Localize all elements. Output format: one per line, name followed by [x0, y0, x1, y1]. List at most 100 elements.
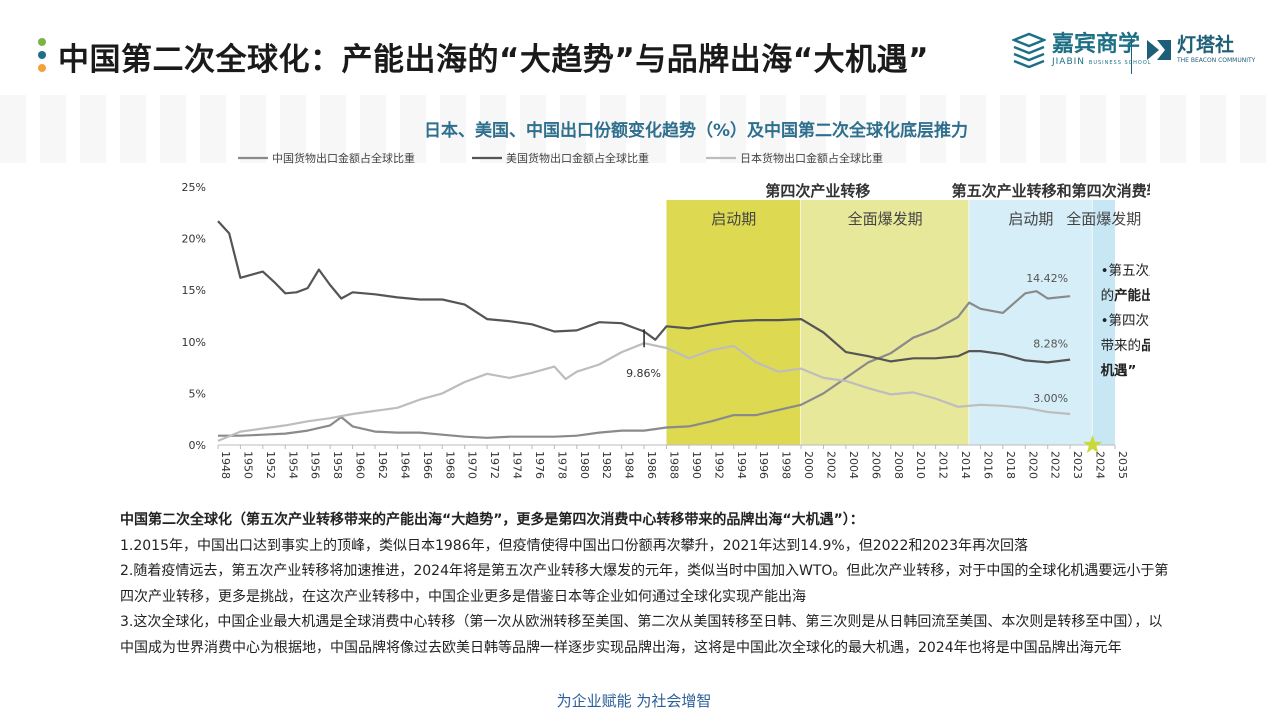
commentary-point-3a: 3.这次全球化，中国企业最大机遇是全球消费中心转移（第一次从欧洲转移至美国、第二… — [120, 614, 1163, 630]
y-tick-label: 20% — [182, 233, 206, 246]
x-tick-label: 2020 — [1026, 451, 1039, 479]
callout-line-5: 机遇” — [1101, 362, 1137, 379]
commentary-point-3b: 中国成为世界消费中心为根据地，中国品牌将像过去欧美日韩等品牌一样逐步实现品牌出海… — [120, 639, 1122, 656]
x-tick-label: 2018 — [1004, 451, 1017, 479]
x-tick-label: 2024 — [1094, 451, 1107, 479]
title-bullet-dots — [38, 38, 48, 77]
jiabin-logo-text: 嘉宾商学 — [1052, 31, 1141, 57]
beacon-logo: 灯塔社 THE BEACON COMMUNITY — [1145, 36, 1255, 64]
band-label-3: 启动期 — [1008, 210, 1053, 228]
star-icon — [1083, 435, 1103, 454]
x-tick-label: 2014 — [959, 451, 972, 479]
commentary: 中国第二次全球化（第五次产业转移带来的产能出海“大趋势”，更多是第四次消费中心转… — [120, 508, 1230, 661]
x-tick-label: 1974 — [511, 451, 524, 479]
x-tick-label: 2035 — [1116, 451, 1129, 479]
x-tick-label: 1976 — [533, 451, 546, 479]
x-tick-label: 1956 — [309, 451, 322, 479]
y-tick-label: 25% — [182, 181, 206, 194]
annotation-end-value-1: 14.42% — [1026, 272, 1068, 285]
beacon-logo-text: 灯塔社 — [1177, 34, 1235, 56]
x-tick-label: 2016 — [981, 451, 994, 479]
x-tick-label: 1968 — [443, 451, 456, 479]
band-1 — [666, 200, 802, 445]
export-share-chart: 启动期全面爆发期启动期全面爆发期第四次产业转移第五次产业转移和第四次消费转移 0… — [182, 151, 1150, 479]
series-line-3 — [217, 342, 1071, 442]
y-tick-label: 0% — [189, 439, 206, 452]
x-tick-label: 1970 — [466, 451, 479, 479]
legend-label-3: 日本货物出口金额占全球比重 — [740, 151, 883, 165]
commentary-point-2a: 2.随着疫情远去，第五次产业转移将加速推进，2024年将是第五次产业转移大爆发的… — [120, 563, 1169, 579]
callout-line-2: 的产能出海“大趋势” — [1101, 287, 1150, 304]
y-tick-label: 10% — [182, 336, 206, 349]
x-tick-label: 1972 — [488, 451, 501, 479]
y-tick-label: 5% — [189, 387, 206, 400]
page-title: 中国第二次全球化：产能出海的“大趋势”与品牌出海“大机遇” — [58, 42, 929, 78]
x-tick-label: 1966 — [421, 451, 434, 479]
jiabin-logo-icon — [1012, 32, 1046, 68]
logo-divider — [1131, 38, 1132, 74]
x-tick-label: 2008 — [892, 451, 905, 479]
band-4 — [1092, 200, 1115, 445]
x-tick-label: 1984 — [623, 451, 636, 479]
x-tick-label: 1990 — [690, 451, 703, 479]
band-group-title-2: 第五次产业转移和第四次消费转移 — [952, 182, 1150, 200]
x-tick-label: 1964 — [398, 451, 411, 479]
x-tick-label: 1982 — [600, 451, 613, 479]
footer-slogan: 为企业赋能 为社会增智 — [556, 692, 712, 710]
callout-line-4: 带来的品牌出海“大 — [1101, 337, 1150, 354]
band-2 — [801, 200, 970, 445]
annotation-end-value-2: 8.28% — [1033, 338, 1068, 351]
commentary-point-2b: 四次产业转移，更多是挑战，在这次产业转移中，中国企业更多是借鉴日本等企业如何通过… — [120, 588, 806, 605]
chart-series — [217, 220, 1071, 442]
dot-orange — [38, 64, 46, 72]
x-tick-label: 2000 — [802, 451, 815, 479]
x-tick-label: 2012 — [937, 451, 950, 479]
x-tick-label: 1958 — [331, 451, 344, 479]
jiabin-logo: 嘉宾商学 JIABIN BUSINESS SCHOOL — [1012, 32, 1152, 68]
x-tick-label: 1996 — [757, 451, 770, 479]
annotation-japan-peak: 9.86% — [626, 367, 661, 380]
x-tick-label: 1950 — [241, 451, 254, 479]
chart-legend: 中国货物出口金额占全球比重 美国货物出口金额占全球比重 日本货物出口金额占全球比重 — [238, 151, 883, 165]
commentary-point-1: 1.2015年，中国出口达到事实上的顶峰，类似日本1986年，但疫情使得中国出口… — [120, 537, 1028, 554]
band-group-title-1: 第四次产业转移 — [765, 182, 870, 200]
legend-label-2: 美国货物出口金额占全球比重 — [506, 151, 649, 165]
x-tick-label: 1948 — [219, 451, 232, 479]
x-tick-label: 1994 — [735, 451, 748, 479]
x-tick-label: 1998 — [780, 451, 793, 479]
x-tick-label: 2006 — [869, 451, 882, 479]
x-tick-label: 1992 — [712, 451, 725, 479]
beacon-logo-icon — [1147, 40, 1171, 60]
series-line-1 — [218, 290, 1071, 439]
x-tick-label: 2023 — [1071, 451, 1084, 479]
x-tick-label: 1986 — [645, 451, 658, 479]
callout-line-1: •第五次产业转移带来 — [1101, 262, 1150, 279]
x-tick-label: 1988 — [668, 451, 681, 479]
x-tick-label: 1952 — [264, 451, 277, 479]
chart-title: 日本、美国、中国出口份额变化趋势（%）及中国第二次全球化底层推力 — [423, 121, 969, 141]
x-tick-label: 1980 — [578, 451, 591, 479]
x-tick-label: 1962 — [376, 451, 389, 479]
jiabin-logo-sub: BUSINESS SCHOOL — [1088, 59, 1152, 66]
y-tick-label: 15% — [182, 284, 206, 297]
x-tick-label: 2010 — [914, 451, 927, 479]
period-bands: 启动期全面爆发期启动期全面爆发期第四次产业转移第五次产业转移和第四次消费转移 — [666, 182, 1150, 445]
watermark-band — [0, 95, 1280, 163]
chart-labels: •第五次产业转移带来的产能出海“大趋势” •第四次消费中心转移带来的品牌出海“大机… — [626, 262, 1150, 454]
dot-blue — [38, 51, 46, 59]
series-line-2 — [217, 220, 1071, 364]
beacon-logo-en: THE BEACON COMMUNITY — [1177, 57, 1256, 64]
x-tick-label: 1978 — [555, 451, 568, 479]
commentary-heading: 中国第二次全球化（第五次产业转移带来的产能出海“大趋势”，更多是第四次消费中心转… — [120, 512, 864, 528]
band-label-2: 全面爆发期 — [848, 210, 923, 228]
x-tick-label: 1960 — [354, 451, 367, 479]
band-label-1: 启动期 — [711, 210, 756, 228]
annotation-end-value-3: 3.00% — [1033, 392, 1068, 405]
band-label-4: 全面爆发期 — [1066, 210, 1141, 228]
x-tick-label: 2022 — [1049, 451, 1062, 479]
callout-line-3: •第四次消费中心转移 — [1101, 312, 1150, 329]
legend-label-1: 中国货物出口金额占全球比重 — [272, 151, 415, 165]
x-tick-label: 2004 — [847, 451, 860, 479]
dot-green — [38, 38, 46, 46]
chart-axes: 0% 5% 10% 15% 20% 25% 1948 1950 1952 1954 1956 1958… — [182, 181, 1129, 479]
